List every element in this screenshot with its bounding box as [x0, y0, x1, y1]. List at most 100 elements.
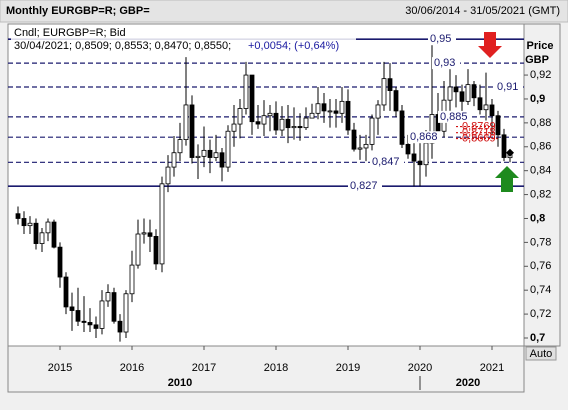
candle-body — [399, 110, 405, 145]
candles — [15, 39, 514, 342]
y-axis-area — [523, 23, 561, 347]
candle-body — [117, 320, 123, 333]
y-tick-label: 0,9 — [530, 93, 545, 105]
candle-body — [39, 232, 45, 244]
candle-body — [231, 123, 237, 132]
y-tick-label: 0,74 — [530, 284, 551, 296]
level-label: 0,8669 — [462, 132, 496, 144]
candle-body — [357, 147, 363, 150]
level-label: 0,8769 — [462, 120, 496, 132]
y-tick-label: 0,78 — [530, 236, 551, 248]
candle-body — [279, 118, 285, 131]
up-arrow — [495, 166, 519, 192]
candle-body — [213, 152, 219, 158]
level-label: 0,885 — [440, 111, 468, 123]
y-tick-label: 0,82 — [530, 188, 551, 200]
candle-body — [261, 115, 267, 125]
candle-body — [207, 149, 213, 158]
y-tick-label: 0,92 — [530, 69, 551, 81]
candle-body — [453, 86, 459, 93]
candle-body — [75, 310, 81, 322]
candle-body — [387, 78, 393, 92]
candle-body — [189, 104, 195, 158]
y-tick-label: 0,86 — [530, 141, 551, 153]
x-tick-label: 2018 — [264, 362, 288, 374]
x-tick-label: 2019 — [336, 362, 360, 374]
candle-body — [483, 104, 489, 111]
info-change: +0,0054; (+0,64%) — [248, 40, 339, 52]
candle-body — [333, 110, 339, 114]
candle-body — [21, 218, 27, 227]
candle-body — [321, 103, 327, 112]
candle-body — [363, 143, 369, 149]
candle-body — [63, 276, 69, 308]
candle-body — [147, 232, 153, 237]
level-label: 0,827 — [350, 180, 378, 192]
level-label-bg — [432, 57, 460, 70]
header-bar — [0, 0, 568, 23]
candle-body — [27, 222, 33, 227]
candle-body — [291, 126, 297, 129]
candle-body — [171, 152, 177, 168]
candle-body — [15, 213, 21, 219]
candle-body — [225, 130, 231, 168]
candle-body — [237, 108, 243, 125]
x-tick-label: 2015 — [48, 362, 72, 374]
level-label-bg — [370, 156, 404, 169]
candle-body — [153, 236, 159, 265]
level-label: 0,847 — [372, 156, 400, 168]
y-tick-label: 0,76 — [530, 260, 551, 272]
candle-body — [369, 117, 375, 145]
level-label-bg — [438, 110, 472, 123]
candle-body — [327, 110, 333, 113]
candle-body — [375, 104, 381, 119]
candle-body — [315, 103, 321, 114]
level-label: 0,93 — [434, 57, 455, 69]
candle-body — [297, 126, 303, 129]
axis-label: GBP — [525, 54, 549, 66]
candle-body — [45, 221, 51, 234]
info-line: Cndl; EURGBP=R; Bid — [14, 27, 126, 39]
x-tick-label: 2021 — [480, 362, 504, 374]
chart-title: Monthly EURGBP=R; GBP= — [6, 5, 150, 17]
x-tick-label: 2020 — [408, 362, 432, 374]
info-line: 30/04/2021; 0,8509; 0,8553; 0,8470; 0,85… — [14, 40, 231, 52]
decade-label: 2020 — [456, 377, 480, 389]
candle-body — [243, 74, 249, 109]
plot-area — [7, 23, 525, 347]
candle-body — [393, 90, 399, 112]
candle-body — [195, 155, 201, 158]
y-tick-label: 0,88 — [530, 117, 551, 129]
candle-body — [423, 142, 429, 166]
auto-button[interactable] — [525, 346, 557, 361]
candle-body — [33, 222, 39, 244]
down-arrow — [478, 32, 502, 58]
candle-body — [273, 112, 279, 131]
candle-body — [417, 160, 423, 166]
y-tick-label: 0,7 — [530, 332, 545, 344]
candle-body — [339, 100, 345, 114]
x-tick-label: 2017 — [192, 362, 216, 374]
candle-body — [111, 292, 117, 322]
candle-body — [249, 74, 255, 123]
candle-body — [87, 322, 93, 326]
candle-body — [501, 134, 507, 158]
level-label-bg — [428, 33, 456, 46]
info-box — [11, 26, 356, 53]
candle-body — [495, 115, 501, 136]
candle-body — [381, 78, 387, 106]
candle-body — [177, 139, 183, 154]
level-label-bg — [408, 131, 442, 144]
candle-body — [99, 300, 105, 329]
candle-body — [201, 149, 207, 157]
candle-body — [159, 183, 165, 265]
candle-body — [93, 324, 99, 329]
candle-body — [69, 306, 75, 311]
candle-body — [459, 91, 465, 102]
candle-body — [183, 104, 189, 141]
level-label: 0,8718 — [462, 127, 496, 139]
candle-body — [105, 292, 111, 302]
auto-button-label[interactable]: Auto — [530, 348, 553, 360]
